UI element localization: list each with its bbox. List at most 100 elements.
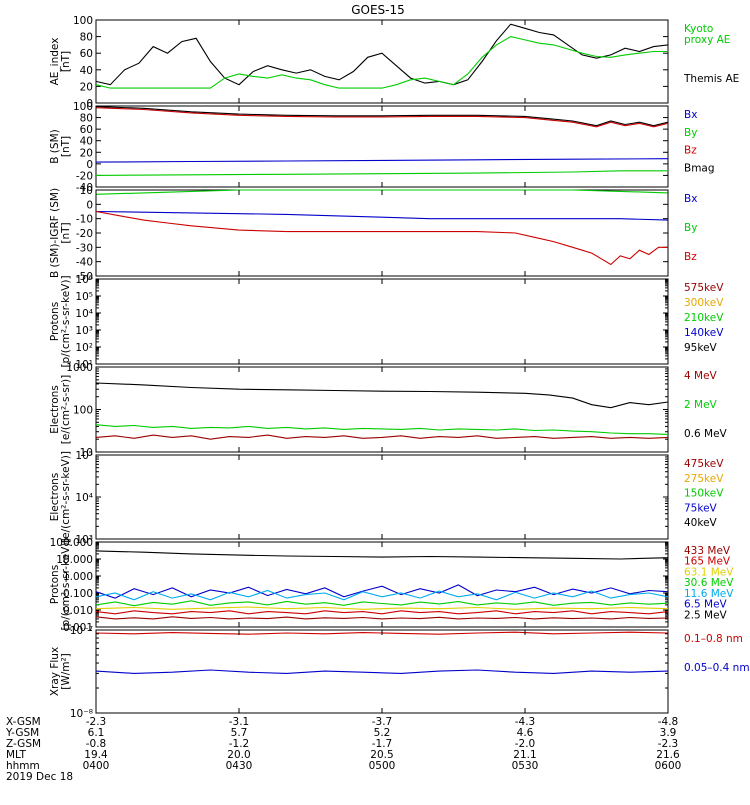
series-line-2-mev <box>95 424 669 435</box>
y-tick-label: -40 <box>76 182 93 194</box>
legend-entry: Kyoto proxy AE <box>684 23 730 46</box>
legend-entry-line: 4 MeV <box>684 370 718 382</box>
y-tick-label: 10¹ <box>75 359 93 371</box>
legend-entry: 150keV <box>684 488 724 500</box>
series-line-0-6-mev <box>95 382 669 409</box>
legend-entry: 6.5 MeV <box>684 599 728 611</box>
legend-entry-line: 63.1 MeV <box>684 566 734 578</box>
legend-entry: 0.05–0.4 nm <box>684 662 750 674</box>
y-tick-label: 10⁴ <box>75 308 93 320</box>
series-line-63-1-mev <box>95 606 669 610</box>
y-axis-label: Protons[p/(cm²-s-sr-keV)] <box>49 538 72 630</box>
legend-entry: Bz <box>684 145 697 157</box>
y-axis-label-line: [e/(cm²-s-sr)] <box>60 375 72 444</box>
y-tick-label: 10⁵ <box>75 450 93 462</box>
legend-entry-line: 0.6 MeV <box>684 428 728 440</box>
ephemeris-value: 5.7 <box>231 727 248 739</box>
y-axis-label-line: [p/(cm²-s-sr-keV)] <box>60 275 72 367</box>
ephemeris-value: 20.5 <box>370 749 393 761</box>
legend-entry: 95keV <box>684 342 718 354</box>
y-axis-label: B (SM)[nT] <box>49 129 72 163</box>
series-line-433-mev <box>95 616 669 620</box>
series-line-bz <box>95 210 668 266</box>
legend-entry-line: 0.1–0.8 nm <box>684 633 743 645</box>
y-tick-label: -20 <box>76 228 93 240</box>
legend-entry: 275keV <box>684 473 724 485</box>
legend-entry: By <box>684 222 697 234</box>
y-axis-label-line: Electrons <box>49 473 61 522</box>
y-tick-label: 20 <box>80 147 93 159</box>
legend-entry-line: 0.05–0.4 nm <box>684 662 750 674</box>
y-tick-label: 60 <box>80 124 93 136</box>
legend-entry-line: Kyoto <box>684 23 713 35</box>
legend-entry: 75keV <box>684 502 718 514</box>
series-line-bmag <box>95 106 669 127</box>
y-axis-label: B (SM)-IGRF (SM)[nT] <box>49 188 72 278</box>
legend-entry: Themis AE <box>683 73 739 85</box>
y-tick-label: -40 <box>76 257 93 269</box>
y-tick-label: 100 <box>73 405 93 417</box>
ephemeris-value: -4.3 <box>515 716 536 728</box>
series-line-0-05-0-4-nm <box>95 669 669 674</box>
legend-entry: 11.6 MeV <box>684 588 734 600</box>
y-tick-label: 10.000 <box>56 554 93 566</box>
y-axis-label-line: [W/m²] <box>60 653 72 690</box>
ephemeris-value: 6.1 <box>88 727 105 739</box>
legend-entry-line: 475keV <box>684 458 724 470</box>
series-line-by <box>95 170 668 176</box>
y-axis-label-line: Electrons <box>49 385 61 434</box>
ephemeris-value: 0400 <box>83 760 110 772</box>
legend-entry-line: Bx <box>684 193 697 205</box>
y-axis-label-line: Xray Flux <box>49 647 61 696</box>
y-axis-label-line: [p/(cm²-s-sr-keV)] <box>60 538 72 630</box>
series-line-11-6-mev <box>95 589 669 601</box>
y-tick-label: 0.100 <box>63 588 93 600</box>
y-axis-label-line: Protons <box>49 565 61 604</box>
y-tick-label: 0.010 <box>63 605 93 617</box>
legend-entry-line: 2.5 MeV <box>684 609 728 621</box>
panel-4: 10¹10²10³10⁴10⁵10⁶Protons[p/(cm²-s-sr-ke… <box>49 274 724 371</box>
legend-entry: 210keV <box>684 312 724 324</box>
y-tick-label: 0.001 <box>63 622 93 634</box>
y-tick-label: 40 <box>80 136 93 148</box>
ephemeris-value: -4.8 <box>658 716 679 728</box>
legend-entry: 575keV <box>684 282 724 294</box>
legend-entry-line: proxy AE <box>684 34 730 46</box>
y-tick-label: 10 <box>80 447 93 459</box>
legend-entry-line: 6.5 MeV <box>684 599 728 611</box>
y-axis-label: Electrons[e/(cm²-s-sr-keV)] <box>49 451 72 543</box>
y-tick-label: 10³ <box>75 325 93 337</box>
y-axis-label-line: [nT] <box>60 51 72 72</box>
panel-frame <box>95 278 669 365</box>
ephemeris-value: -3.1 <box>229 716 250 728</box>
y-tick-label: 100 <box>73 15 93 27</box>
legend-entry: Bx <box>684 109 697 121</box>
panel-3: -50 -40 -30 -20 -10 0 10 B (SM)-IGRF (SM)[nT] Bx… <box>49 185 697 283</box>
ephemeris-row-label: hhmm <box>6 760 40 772</box>
legend-entry: 165 MeV <box>684 556 731 568</box>
y-tick-label: 1.000 <box>63 571 93 583</box>
y-tick-label: 10 <box>80 185 93 197</box>
legend-entry-line: 2 MeV <box>684 399 718 411</box>
legend-entry-line: 275keV <box>684 473 724 485</box>
y-axis-label-line: [e/(cm²-s-sr-keV)] <box>60 451 72 543</box>
legend-entry-line: Bz <box>684 145 697 157</box>
legend-entry-line: 575keV <box>684 282 724 294</box>
y-axis-label: Xray Flux[W/m²] <box>49 647 72 696</box>
ephemeris-value: 5.2 <box>374 727 391 739</box>
ephemeris-value: -2.0 <box>515 738 536 750</box>
legend-entry-line: 300keV <box>684 297 724 309</box>
panel-frame <box>95 454 669 540</box>
ephemeris-value: -0.8 <box>86 738 107 750</box>
y-tick-label: 10⁵ <box>75 291 93 303</box>
legend-entry-line: 210keV <box>684 312 724 324</box>
ephemeris-value: 0500 <box>369 760 396 772</box>
legend-entry-line: Bmag <box>684 162 715 174</box>
